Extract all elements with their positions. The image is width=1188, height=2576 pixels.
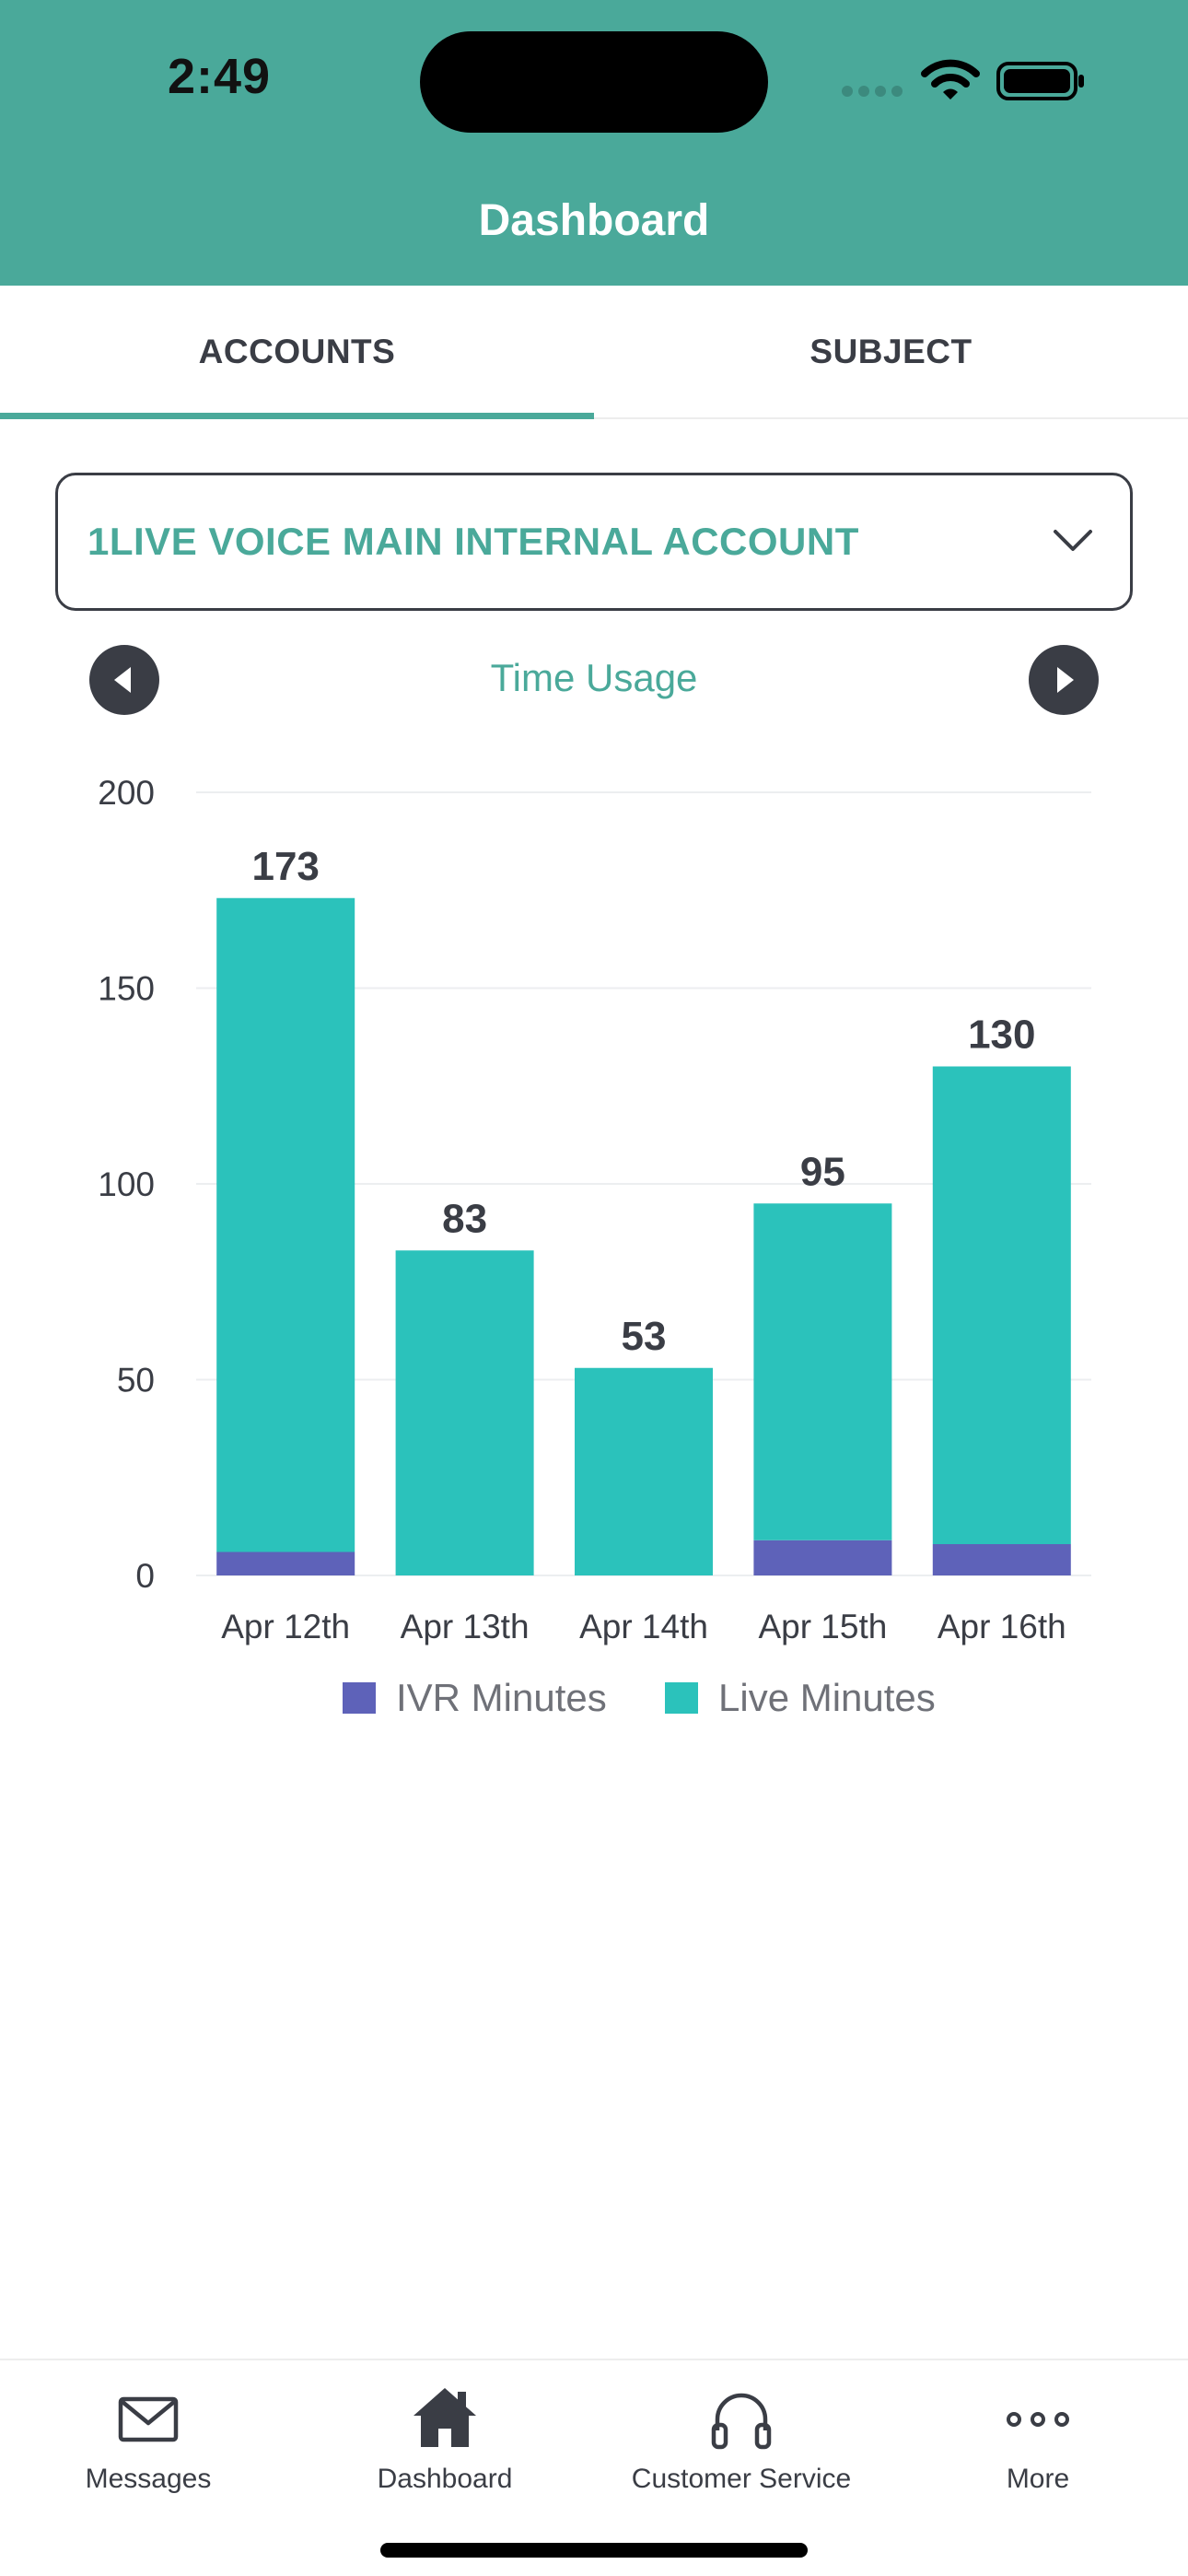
bar-value-label: 53 <box>622 1314 667 1359</box>
legend-swatch <box>665 1682 698 1714</box>
bar-value-label: 130 <box>968 1013 1035 1058</box>
nav-messages[interactable]: Messages <box>0 2360 297 2499</box>
bar-live-minutes <box>575 1367 713 1575</box>
wifi-icon <box>921 59 980 100</box>
bar-value-label: 83 <box>442 1196 487 1241</box>
bar-live-minutes <box>932 1066 1071 1544</box>
active-tab-indicator <box>0 413 594 419</box>
chart-title: Time Usage <box>490 656 698 699</box>
account-select[interactable]: 1LIVE VOICE MAIN INTERNAL ACCOUNT <box>55 473 1133 611</box>
app-header: 2:49 Dashboard <box>0 0 1188 286</box>
tab-accounts[interactable]: ACCOUNTS <box>198 332 396 370</box>
y-tick-label: 150 <box>98 970 155 1008</box>
y-tick-label: 200 <box>98 774 155 812</box>
nav-more-label: More <box>1006 2464 1070 2494</box>
bar-ivr-minutes <box>753 1540 892 1575</box>
bar-live-minutes <box>753 1203 892 1540</box>
tab-bar: ACCOUNTS SUBJECT <box>0 286 1188 419</box>
bar-live-minutes <box>216 897 355 1552</box>
nav-customer-service[interactable]: Customer Service <box>593 2360 890 2499</box>
envelope-icon <box>118 2396 179 2442</box>
status-time: 2:49 <box>168 49 272 104</box>
home-indicator <box>380 2543 808 2558</box>
bar-live-minutes <box>395 1250 534 1575</box>
home-icon <box>413 2388 476 2447</box>
ellipsis-icon <box>1007 2412 1069 2427</box>
x-tick-label: Apr 15th <box>758 1608 887 1645</box>
dynamic-island <box>420 31 768 133</box>
bar-ivr-minutes <box>216 1551 355 1575</box>
account-select-value: 1LIVE VOICE MAIN INTERNAL ACCOUNT <box>87 520 859 563</box>
y-tick-label: 50 <box>117 1362 155 1399</box>
x-tick-label: Apr 13th <box>401 1608 530 1645</box>
nav-messages-label: Messages <box>85 2464 212 2494</box>
battery-icon <box>996 62 1084 100</box>
bottom-nav: Messages Dashboard Customer Service More <box>0 2359 1188 2576</box>
y-tick-label: 100 <box>98 1165 155 1203</box>
bar-value-label: 95 <box>800 1149 845 1194</box>
chevron-right-circle-icon <box>1057 667 1074 693</box>
cellular-signal-icon <box>842 86 904 97</box>
x-tick-label: Apr 16th <box>938 1608 1066 1645</box>
next-button[interactable] <box>1029 645 1099 715</box>
nav-customer-service-label: Customer Service <box>631 2464 852 2494</box>
bar-ivr-minutes <box>932 1544 1071 1575</box>
x-tick-label: Apr 14th <box>579 1608 708 1645</box>
page-title: Dashboard <box>478 196 710 245</box>
previous-button[interactable] <box>89 645 159 715</box>
legend-label: Live Minutes <box>718 1676 936 1719</box>
bar-value-label: 173 <box>251 844 319 889</box>
tab-subject[interactable]: SUBJECT <box>809 332 973 370</box>
legend-swatch <box>343 1682 376 1714</box>
nav-more[interactable]: More <box>890 2360 1186 2499</box>
y-tick-label: 0 <box>135 1557 155 1595</box>
nav-dashboard-label: Dashboard <box>377 2464 513 2494</box>
headphones-icon <box>711 2393 772 2450</box>
chevron-down-icon <box>1054 530 1092 551</box>
chevron-left-circle-icon <box>114 667 131 693</box>
legend-label: IVR Minutes <box>396 1676 607 1719</box>
nav-dashboard[interactable]: Dashboard <box>297 2360 593 2499</box>
time-usage-chart: 0 50 100 150 200 173 Apr 12th 83 Apr 13th 53 Apr 1… <box>98 774 1091 1719</box>
x-tick-label: Apr 12th <box>221 1608 350 1645</box>
